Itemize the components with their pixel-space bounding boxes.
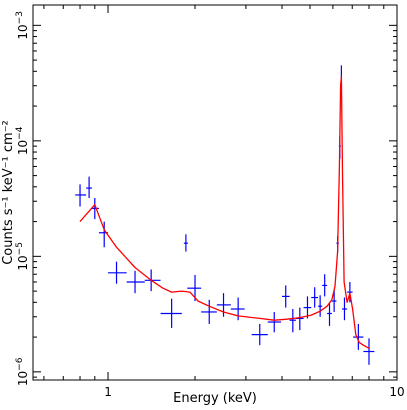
- axes: [32, 4, 398, 381]
- y-tick-label: 10−6: [15, 357, 30, 386]
- model-line: [79, 75, 370, 349]
- x-tick-label: 1: [104, 385, 112, 399]
- tick-labels: 1 10 10−6 10−5 10−4 10−3: [15, 11, 405, 399]
- data-points: [75, 65, 375, 365]
- x-axis-label: Energy (keV): [173, 391, 257, 406]
- y-tick-label: 10−4: [15, 126, 30, 155]
- y-tick-label: 10−5: [15, 242, 30, 271]
- x-tick-label: 10: [389, 385, 404, 399]
- model-curve: [79, 75, 370, 349]
- y-tick-label: 10−3: [15, 11, 30, 40]
- y-axis-label: Counts s⁻¹ keV⁻¹ cm⁻²: [1, 120, 16, 265]
- plot-frame: [32, 4, 398, 381]
